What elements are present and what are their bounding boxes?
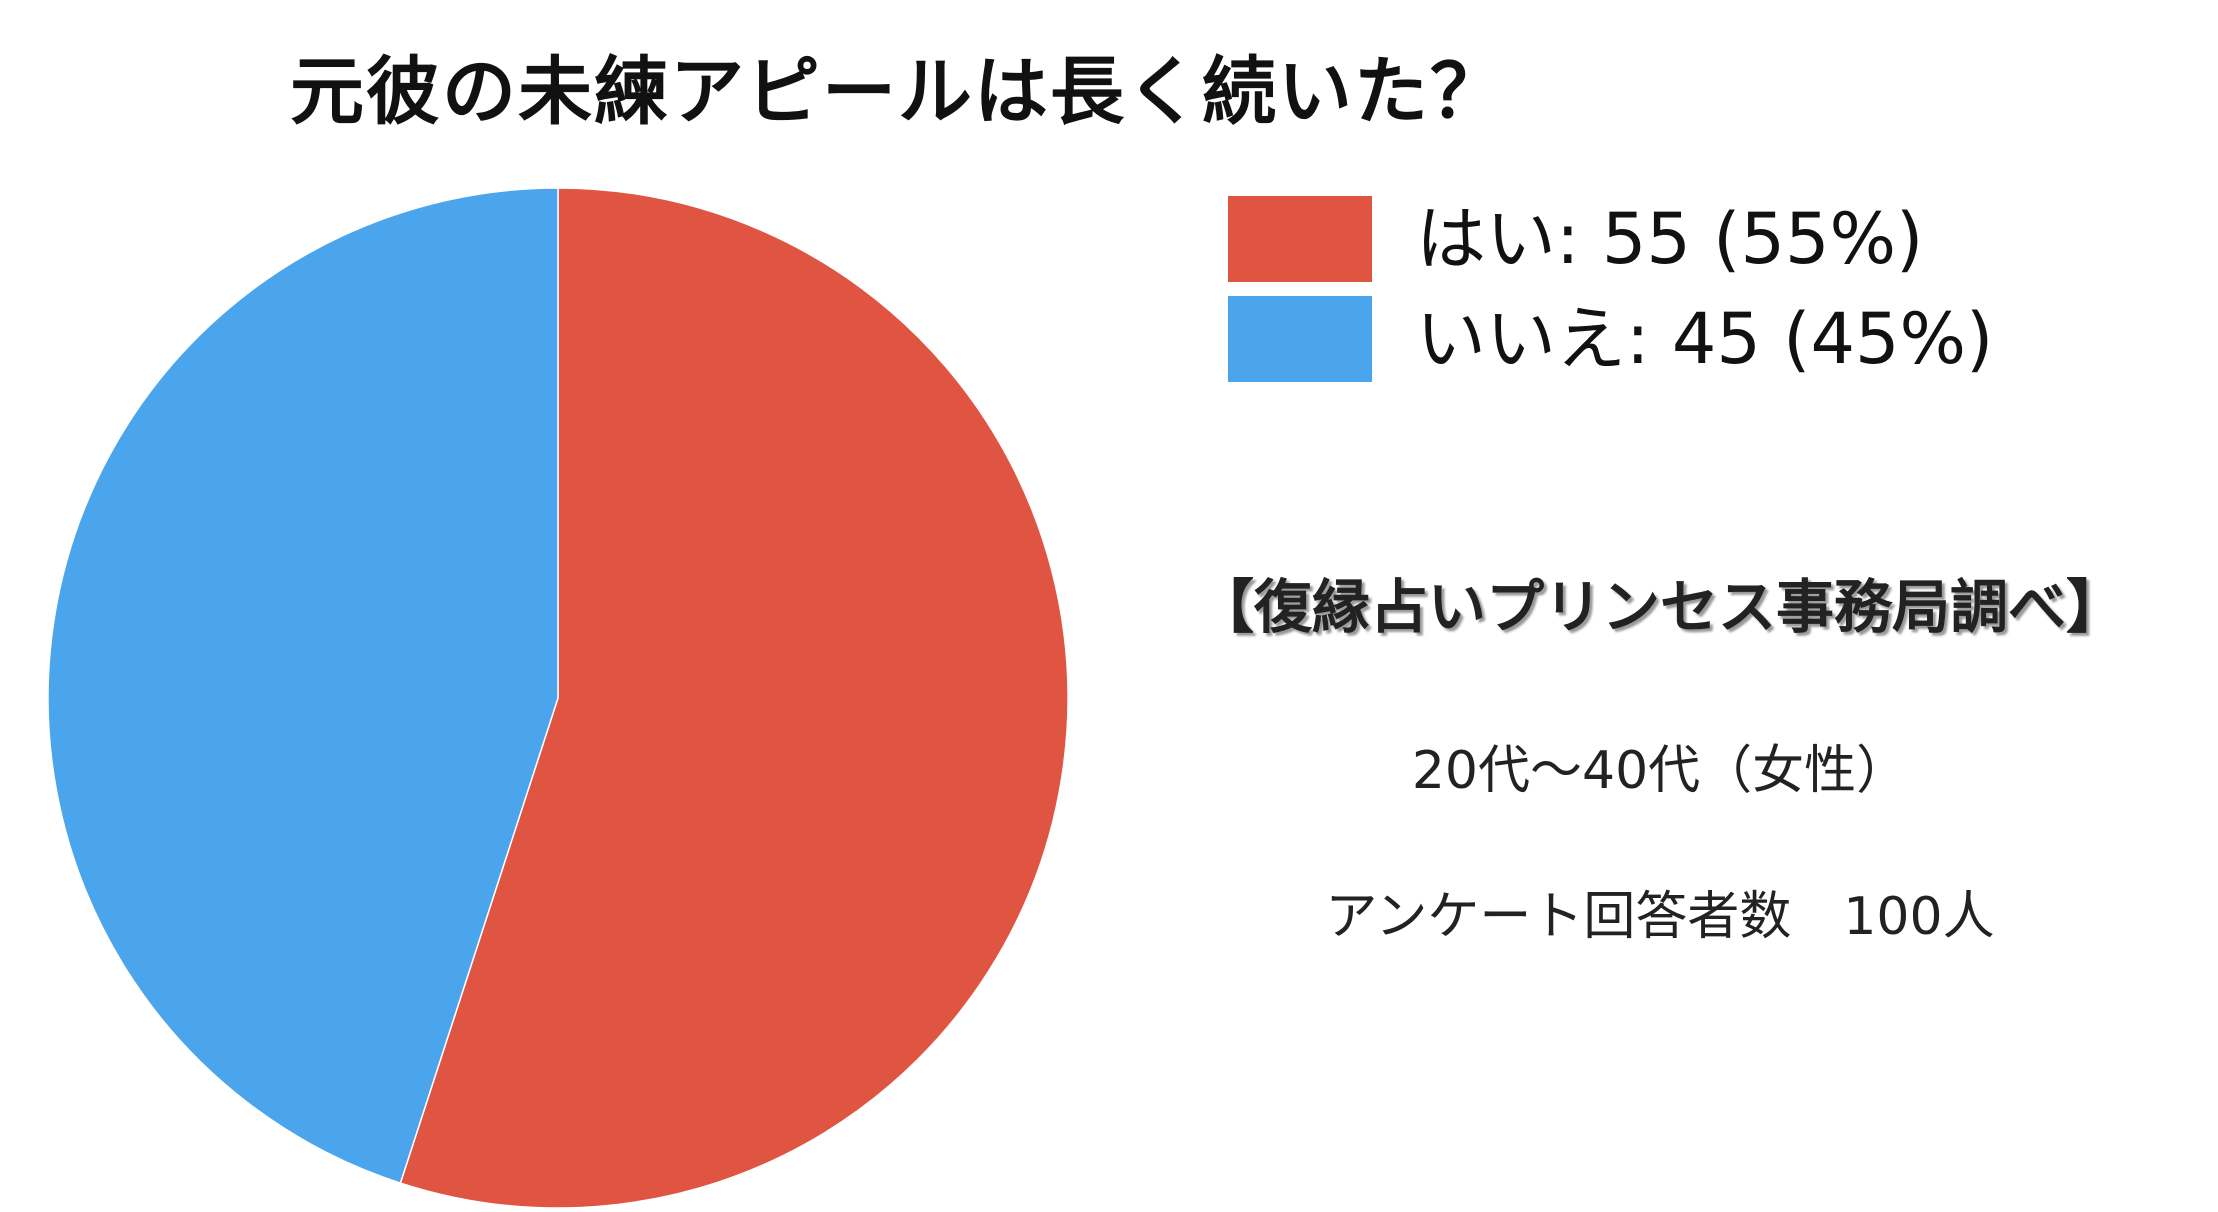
source-note: 【復縁占いプリンセス事務局調べ】 <box>1195 573 2124 641</box>
pie-slice-no <box>47 187 559 1184</box>
respondents-note: アンケート回答者数 100人 <box>1325 887 1995 947</box>
legend-swatch-no <box>1228 296 1372 382</box>
legend-label-no: いいえ: 45 (45%) <box>1416 298 1994 380</box>
legend: はい: 55 (55%) いいえ: 45 (45%) <box>1228 192 1993 392</box>
legend-item-no: いいえ: 45 (45%) <box>1228 292 1993 386</box>
pie-chart <box>47 187 1069 1209</box>
pie-slice-yes <box>399 187 1069 1209</box>
legend-swatch-yes <box>1228 196 1372 282</box>
legend-item-yes: はい: 55 (55%) <box>1228 192 1993 286</box>
demographic-note: 20代～40代（女性） <box>1411 741 1909 801</box>
chart-title: 元彼の未練アピールは長く続いた？ <box>290 49 1506 135</box>
legend-label-yes: はい: 55 (55%) <box>1416 198 1924 280</box>
